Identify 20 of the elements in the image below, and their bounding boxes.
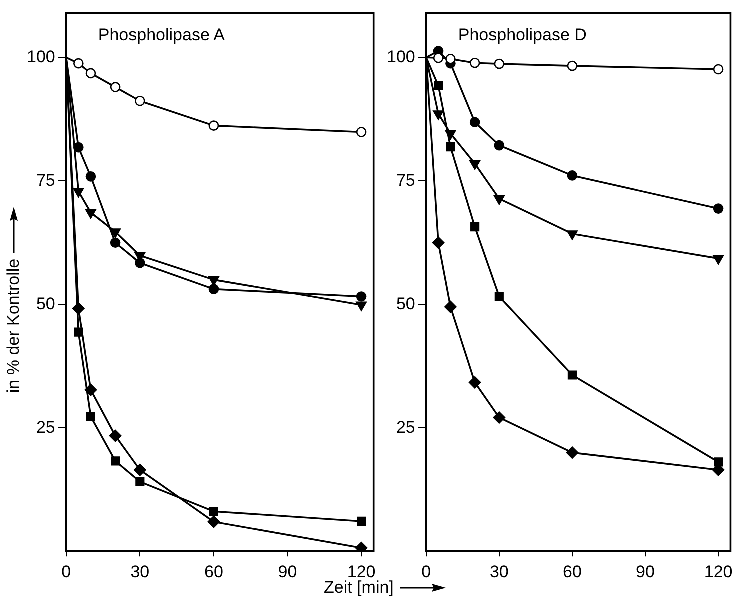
- x-tick-label: 90: [636, 562, 655, 582]
- y-tick-label: 75: [396, 170, 416, 190]
- text: Phospholipase D: [458, 25, 587, 44]
- y-tick-label: 25: [396, 418, 416, 437]
- y-tick-label: 50: [36, 294, 56, 314]
- x-tick-label: 90: [278, 562, 298, 582]
- x-tick-label: 0: [422, 562, 432, 582]
- y-tick-label: 100: [386, 47, 416, 66]
- x-tick-label: 120: [704, 562, 733, 582]
- x-tick-label: 60: [204, 562, 224, 582]
- y-axis-title: in % der Kontrolle: [4, 258, 24, 394]
- y-tick-label: 50: [396, 294, 416, 314]
- x-tick-label: 30: [490, 562, 509, 582]
- text: Phospholipase A: [98, 25, 226, 44]
- y-tick-label: 75: [36, 170, 56, 190]
- y-tick-label: 25: [36, 418, 56, 437]
- x-tick-label: 0: [62, 562, 72, 582]
- x-tick-label: 30: [130, 562, 150, 582]
- y-tick-label: 100: [26, 47, 56, 66]
- x-tick-label: 60: [562, 562, 582, 582]
